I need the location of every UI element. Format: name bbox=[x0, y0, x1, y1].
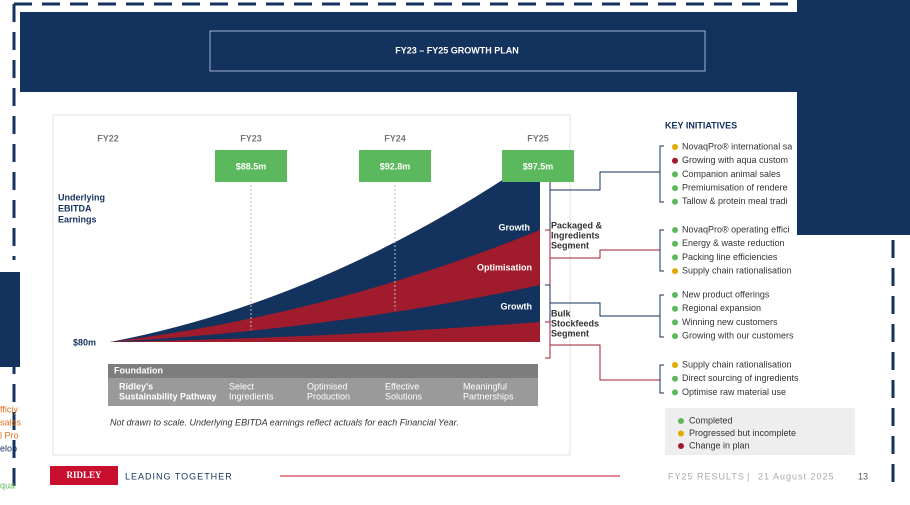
initiative: Tallow & protein meal tradi bbox=[682, 196, 788, 206]
dashed-frame bbox=[12, 2, 895, 490]
initiative: New product offerings bbox=[682, 289, 770, 299]
segment-label: Stockfeeds bbox=[551, 318, 599, 328]
status-dot bbox=[672, 292, 678, 298]
status-dot bbox=[672, 305, 678, 312]
earnings-box bbox=[502, 150, 574, 182]
foundation-item: Partnerships bbox=[463, 391, 514, 401]
note: Not drawn to scale. Underlying EBITDA ea… bbox=[110, 417, 459, 427]
initiative: Optimise raw material use bbox=[682, 387, 786, 397]
initiative: Growing with our customers bbox=[682, 330, 794, 340]
footer-event: FY25 RESULTS bbox=[668, 471, 745, 481]
foundation-item: Solutions bbox=[385, 391, 423, 401]
foundation-item: Effective bbox=[385, 381, 419, 391]
logo-text: RIDLEY bbox=[66, 470, 102, 480]
initiative: Premiumisation of rendere bbox=[682, 182, 788, 192]
left-fragment: elop bbox=[0, 443, 17, 453]
layer-label: Optimisation bbox=[477, 262, 532, 272]
status-dot bbox=[672, 319, 678, 326]
initiative: Energy & waste reduction bbox=[682, 238, 785, 248]
status-dot bbox=[672, 240, 678, 247]
status-dot bbox=[672, 157, 678, 164]
foundation-title: Foundation bbox=[114, 365, 163, 375]
foundation-item: Production bbox=[307, 391, 350, 401]
year-label: FY23 bbox=[240, 133, 262, 143]
axis-label: Earnings bbox=[58, 214, 97, 224]
initiative: Growing with aqua custom bbox=[682, 155, 788, 165]
layer-label: Growth bbox=[501, 301, 533, 311]
year-label: FY25 bbox=[527, 133, 549, 143]
segment-label: Segment bbox=[551, 328, 589, 338]
status-dot bbox=[672, 254, 678, 261]
base-label: $80m bbox=[73, 337, 96, 347]
segment-label: Bulk bbox=[551, 308, 571, 318]
year-label: FY24 bbox=[384, 133, 406, 143]
segment-label: Segment bbox=[551, 240, 589, 250]
title-box bbox=[209, 30, 706, 72]
title-band bbox=[20, 12, 798, 92]
foundation-item: Ridley's bbox=[119, 381, 153, 391]
initiative: NovaqPro® operating effici bbox=[682, 224, 790, 234]
overlay-left bbox=[0, 272, 20, 367]
foundation-item: Ingredients bbox=[229, 391, 274, 401]
legend-label: Progressed but incomplete bbox=[689, 428, 796, 438]
status-dot bbox=[672, 333, 678, 340]
initiative: Packing line efficiencies bbox=[682, 252, 778, 262]
legend-dot bbox=[678, 430, 684, 437]
initiative: NovaqPro® international sa bbox=[682, 141, 792, 151]
foundation-item: Optimised bbox=[307, 381, 348, 391]
initiative: Supply chain rationalisation bbox=[682, 359, 792, 369]
logo bbox=[50, 466, 118, 485]
left-fragment: fficiy bbox=[0, 404, 18, 414]
status-dot bbox=[672, 171, 678, 178]
left-fragment: sales bbox=[0, 417, 22, 427]
status-dot bbox=[672, 389, 678, 396]
initiative: Winning new customers bbox=[682, 317, 778, 327]
status-dot bbox=[672, 227, 678, 233]
foundation-item: Select bbox=[229, 381, 255, 391]
foundation-header bbox=[108, 364, 538, 378]
earnings-box bbox=[215, 150, 287, 182]
axis-label: EBITDA bbox=[58, 203, 92, 213]
overlay-window bbox=[797, 0, 910, 235]
page-number: 13 bbox=[858, 471, 868, 481]
earnings-value: $88.5m bbox=[236, 161, 267, 171]
initiative: Direct sourcing of ingredients bbox=[682, 373, 799, 383]
status-dot bbox=[672, 268, 678, 275]
wedge bbox=[110, 155, 540, 342]
legend-label: Change in plan bbox=[689, 440, 750, 450]
status-dot bbox=[672, 198, 678, 205]
left-fragment: qua bbox=[0, 480, 15, 490]
left-fragment: l Pro bbox=[0, 430, 19, 440]
earnings-value: $92.8m bbox=[380, 161, 411, 171]
initiative: Supply chain rationalisation bbox=[682, 265, 792, 275]
status-dot bbox=[672, 375, 678, 382]
status-dot bbox=[672, 144, 678, 150]
tagline: LEADING TOGETHER bbox=[125, 471, 233, 481]
title: FY23 – FY25 GROWTH PLAN bbox=[395, 45, 519, 55]
year-label: FY22 bbox=[97, 133, 119, 143]
initiative: Companion animal sales bbox=[682, 169, 781, 179]
legend-dot bbox=[678, 418, 684, 424]
segment-label: Packaged & bbox=[551, 220, 603, 230]
foundation-item: Sustainability Pathway bbox=[119, 391, 217, 401]
earnings-value: $97.5m bbox=[523, 161, 554, 171]
layer-label: Growth bbox=[499, 222, 531, 232]
legend-label: Completed bbox=[689, 415, 733, 425]
footer-date: 21 August 2025 bbox=[758, 471, 835, 481]
initiatives-title: KEY INITIATIVES bbox=[665, 120, 737, 130]
separator: | bbox=[747, 471, 749, 481]
axis-label: Underlying bbox=[58, 192, 105, 202]
foundation-item: Meaningful bbox=[463, 381, 507, 391]
status-dot bbox=[672, 185, 678, 192]
chart-panel bbox=[52, 114, 571, 456]
segment-label: Ingredients bbox=[551, 230, 600, 240]
status-dot bbox=[672, 362, 678, 368]
legend-box bbox=[665, 408, 855, 455]
earnings-box bbox=[359, 150, 431, 182]
initiative: Regional expansion bbox=[682, 303, 761, 313]
legend-dot bbox=[678, 443, 684, 449]
